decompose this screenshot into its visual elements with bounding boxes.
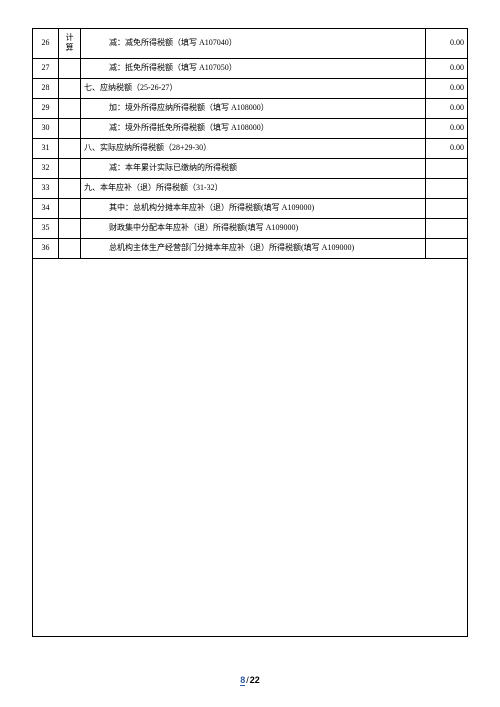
row-number: 31 <box>33 138 59 158</box>
row-description: 总机构主体生产经营部门分摊本年应补（退）所得税额(填写 A109000) <box>81 238 426 258</box>
table-row: 27 减：抵免所得税额（填写 A107050）0.00 <box>33 58 468 78</box>
table-row: 34 其中：总机构分摊本年应补（退）所得税额(填写 A109000) <box>33 198 468 218</box>
table-row: 31 八、实际应纳所得税额（28+29-30）0.00 <box>33 138 468 158</box>
row-value <box>426 158 468 178</box>
row-value <box>426 238 468 258</box>
tax-table: 26计算减：减免所得税额（填写 A107040）0.0027减：抵免所得税额（填… <box>32 28 468 259</box>
row-description: 减：抵免所得税额（填写 A107050） <box>81 58 426 78</box>
calc-cell <box>59 218 81 238</box>
page-footer: 8/22 <box>0 675 500 685</box>
table-row: 33 九、本年应补（退）所得税额（31-32） <box>33 178 468 198</box>
row-number: 32 <box>33 158 59 178</box>
page-sep: / <box>246 675 249 685</box>
row-number: 34 <box>33 198 59 218</box>
page-current: 8 <box>240 675 245 686</box>
row-number: 35 <box>33 218 59 238</box>
blank-area <box>32 259 468 637</box>
row-description: 九、本年应补（退）所得税额（31-32） <box>81 178 426 198</box>
row-value: 0.00 <box>426 98 468 118</box>
row-description: 七、应纳税额（25-26-27） <box>81 78 426 98</box>
row-number: 33 <box>33 178 59 198</box>
row-description: 减：减免所得税额（填写 A107040） <box>81 29 426 59</box>
table-row: 32 减：本年累计实际已缴纳的所得税额 <box>33 158 468 178</box>
row-value: 0.00 <box>426 78 468 98</box>
row-number: 26 <box>33 29 59 59</box>
table-row: 30 减：境外所得抵免所得税额（填写 A108000）0.00 <box>33 118 468 138</box>
row-description: 加：境外所得应纳所得税额（填写 A108000） <box>81 98 426 118</box>
row-value: 0.00 <box>426 118 468 138</box>
row-value <box>426 178 468 198</box>
row-number: 29 <box>33 98 59 118</box>
row-description: 减：境外所得抵免所得税额（填写 A108000） <box>81 118 426 138</box>
calc-cell <box>59 178 81 198</box>
calc-cell <box>59 198 81 218</box>
row-description: 其中：总机构分摊本年应补（退）所得税额(填写 A109000) <box>81 198 426 218</box>
calc-cell <box>59 118 81 138</box>
row-value: 0.00 <box>426 138 468 158</box>
row-description: 八、实际应纳所得税额（28+29-30） <box>81 138 426 158</box>
calc-cell: 计算 <box>59 29 81 59</box>
calc-cell <box>59 138 81 158</box>
row-number: 36 <box>33 238 59 258</box>
table-row: 26计算减：减免所得税额（填写 A107040）0.00 <box>33 29 468 59</box>
calc-cell <box>59 98 81 118</box>
table-row: 36 总机构主体生产经营部门分摊本年应补（退）所得税额(填写 A109000) <box>33 238 468 258</box>
row-description: 减：本年累计实际已缴纳的所得税额 <box>81 158 426 178</box>
row-number: 30 <box>33 118 59 138</box>
table-row: 29 加：境外所得应纳所得税额（填写 A108000）0.00 <box>33 98 468 118</box>
calc-cell <box>59 238 81 258</box>
row-description: 财政集中分配本年应补（退）所得税额(填写 A109000) <box>81 218 426 238</box>
page-content: 26计算减：减免所得税额（填写 A107040）0.0027减：抵免所得税额（填… <box>0 0 500 637</box>
row-value: 0.00 <box>426 58 468 78</box>
table-row: 35 财政集中分配本年应补（退）所得税额(填写 A109000) <box>33 218 468 238</box>
row-value <box>426 198 468 218</box>
row-value: 0.00 <box>426 29 468 59</box>
calc-cell <box>59 78 81 98</box>
page-total: 22 <box>250 675 260 685</box>
row-value <box>426 218 468 238</box>
table-row: 28 七、应纳税额（25-26-27）0.00 <box>33 78 468 98</box>
calc-cell <box>59 58 81 78</box>
row-number: 27 <box>33 58 59 78</box>
calc-cell <box>59 158 81 178</box>
row-number: 28 <box>33 78 59 98</box>
